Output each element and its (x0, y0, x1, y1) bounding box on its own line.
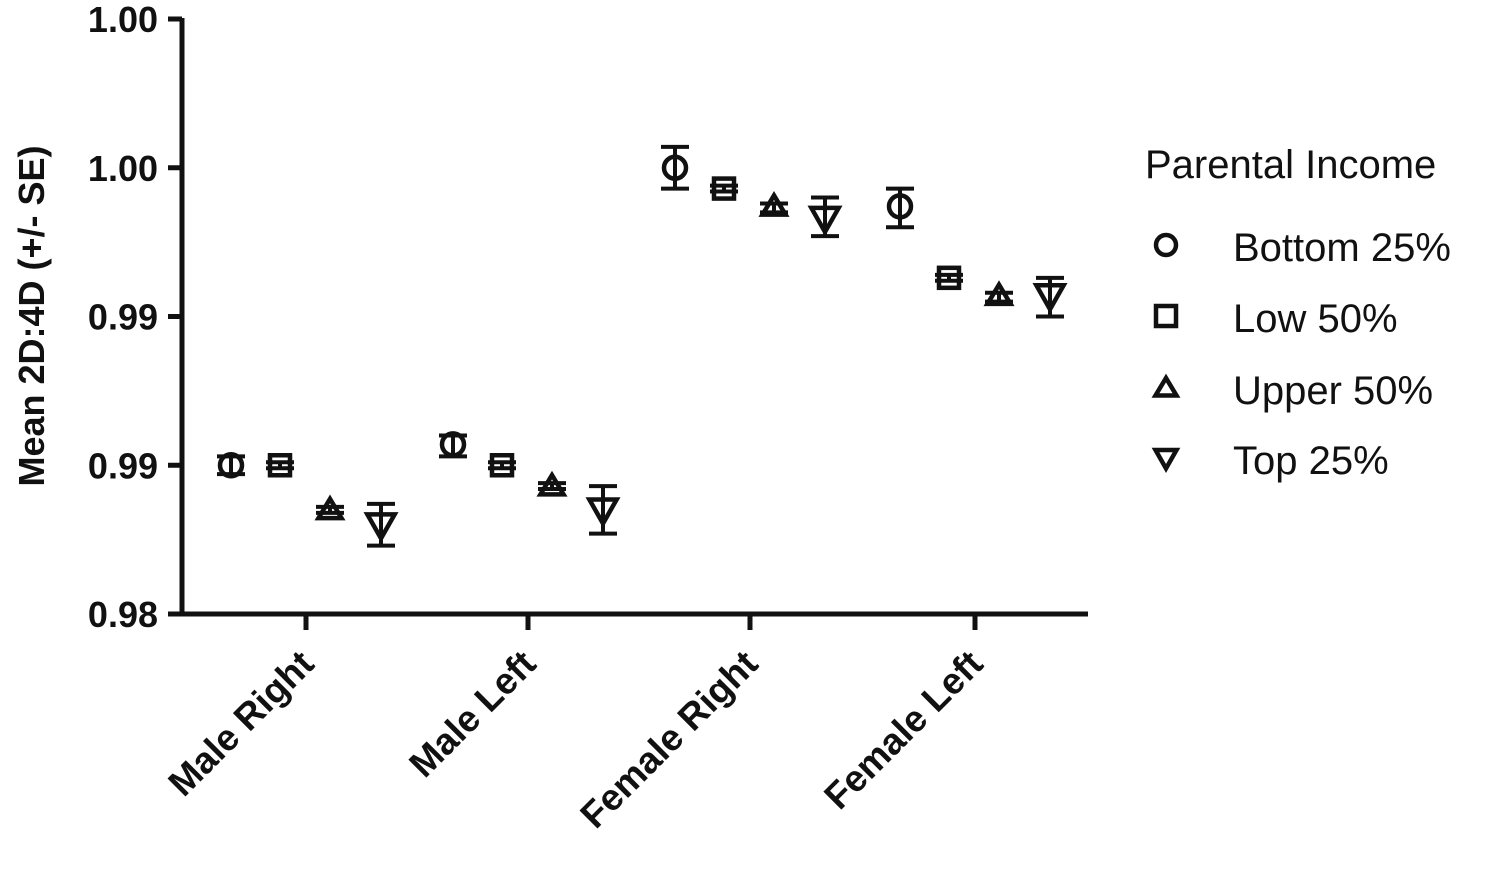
marker-triangle-up (536, 470, 568, 497)
legend-label: Top 25% (1233, 439, 1389, 483)
marker-circle (886, 193, 914, 220)
marker-triangle-down (807, 205, 843, 237)
y-tick-label: 0.98 (88, 594, 158, 635)
axes (179, 18, 1088, 617)
marker-circle (217, 452, 245, 479)
data-marks (217, 144, 1068, 548)
marker-triangle-up (983, 280, 1015, 307)
series-triangle-down (363, 195, 1068, 548)
legend-label: Bottom 25% (1233, 226, 1451, 270)
y-tick-label: 0.99 (88, 297, 158, 338)
legend: Parental Income Bottom 25% Low 50% Upper 5… (1145, 143, 1451, 483)
x-tick-label: Male Right (160, 643, 321, 804)
series-triangle-up (314, 191, 1015, 521)
series-square (266, 176, 963, 478)
marker-circle (1153, 232, 1179, 258)
y-tick-label: 1.00 (88, 148, 158, 189)
marker-triangle-down (363, 512, 399, 543)
x-tick-label: Male Left (401, 643, 543, 785)
x-tick-label: Female Right (572, 643, 765, 836)
marker-triangle-up (1151, 373, 1181, 398)
y-ticks: 1.00 1.00 0.99 0.99 0.98 (88, 0, 182, 635)
series-circle (217, 144, 914, 479)
marker-triangle-up (758, 191, 790, 217)
legend-title: Parental Income (1145, 143, 1436, 187)
y-tick-label: 0.99 (88, 445, 158, 486)
marker-circle (661, 154, 689, 181)
marker-square (267, 453, 293, 478)
x-tick-label: Female Left (816, 643, 990, 817)
marker-triangle-down (1151, 447, 1181, 474)
marker-square (711, 176, 737, 201)
legend-label: Upper 50% (1233, 369, 1433, 413)
y-axis-label: Mean 2D:4D (+/- SE) (11, 145, 52, 486)
marker-square (936, 265, 962, 291)
marker-triangle-down (585, 497, 621, 529)
marker-triangle-up (314, 494, 346, 521)
x-ticks: Male Right Male Left Female Right Female Le… (160, 614, 991, 836)
marker-circle (439, 431, 467, 458)
marker-triangle-down (1032, 283, 1068, 314)
legend-label: Low 50% (1233, 297, 1398, 341)
marker-square (489, 453, 515, 478)
marker-square (1153, 303, 1179, 329)
y-tick-label: 1.00 (88, 0, 158, 40)
